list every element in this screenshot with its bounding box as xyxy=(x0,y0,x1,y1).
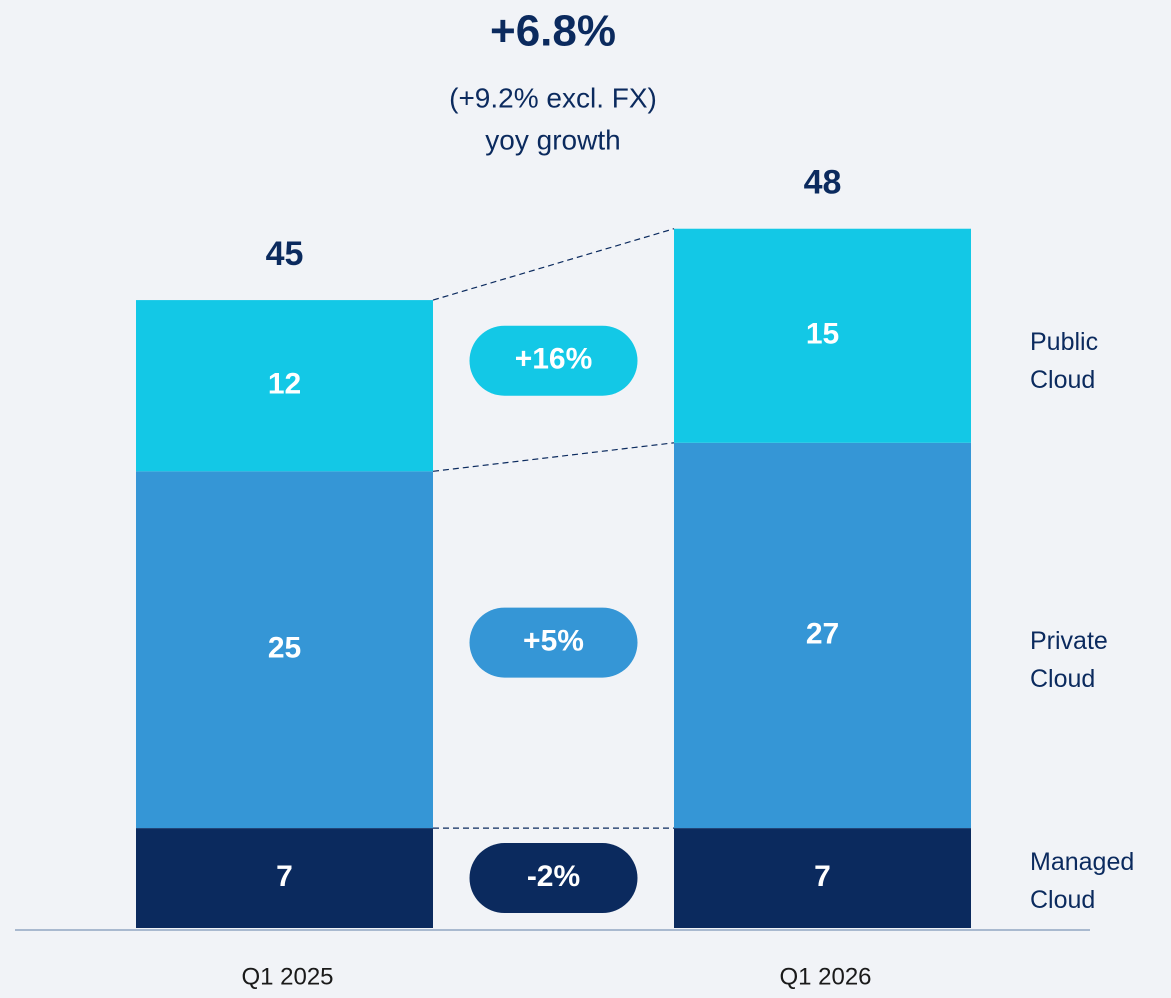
segment-label: 25 xyxy=(268,632,301,665)
total-label: 45 xyxy=(266,235,304,273)
growth-pill xyxy=(469,607,638,678)
segment-label: 27 xyxy=(806,617,839,650)
growth-label: -2% xyxy=(527,860,580,893)
segment-label: 15 xyxy=(806,318,839,351)
bar-segment xyxy=(674,228,971,443)
bar-segment xyxy=(674,828,971,928)
legend-label: Private Cloud xyxy=(1030,627,1108,694)
bar-segment xyxy=(136,828,433,928)
growth-label: +16% xyxy=(515,343,593,376)
growth-pill xyxy=(469,843,638,914)
bar-segment xyxy=(136,300,433,472)
connector xyxy=(432,442,675,472)
growth-label: +5% xyxy=(523,625,584,658)
subtitle: yoy growth xyxy=(485,124,620,155)
bar-segment xyxy=(674,442,971,829)
chart-title: +6.8% xyxy=(490,7,616,56)
x-tick-label: Q1 2026 xyxy=(779,963,871,990)
legend-label: Managed Cloud xyxy=(1030,848,1135,915)
segment-label: 7 xyxy=(814,860,831,893)
legend-label: Public Cloud xyxy=(1030,327,1099,394)
segment-label: 12 xyxy=(268,368,301,401)
bar-segment xyxy=(136,471,433,829)
x-tick-label: Q1 2025 xyxy=(241,963,333,990)
connector xyxy=(432,228,675,301)
growth-pill xyxy=(469,325,638,396)
subtitle: (+9.2% excl. FX) xyxy=(449,82,657,113)
total-label: 48 xyxy=(804,164,842,202)
segment-label: 7 xyxy=(276,860,293,893)
